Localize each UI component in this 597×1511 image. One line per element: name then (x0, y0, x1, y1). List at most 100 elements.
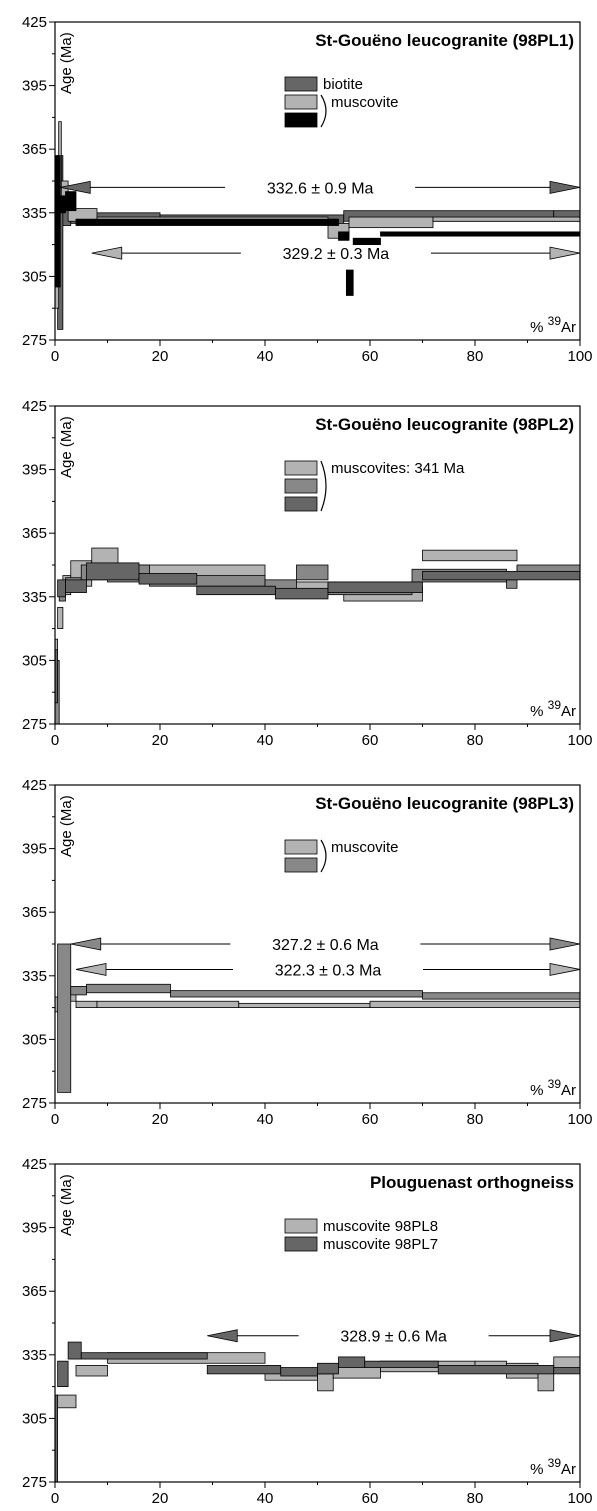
y-tick-label: 305 (22, 268, 47, 285)
age-spectrum-panel: 275 305 335 365 395 425 0 20 40 60 80 100 Age (Ma) % … (22, 777, 593, 1128)
legend-swatch (284, 112, 318, 128)
legend-swatch (284, 857, 318, 873)
legend-bracket (320, 839, 327, 873)
x-tick-label: 100 (567, 1111, 592, 1128)
x-tick-label: 0 (51, 1111, 59, 1128)
step-box (70, 986, 87, 996)
age-spectrum-panel: 275 305 335 365 395 425 0 20 40 60 80 100 Age (Ma) % … (22, 398, 593, 749)
step-box (364, 1360, 439, 1368)
step-box (55, 649, 59, 704)
legend-swatch (284, 460, 318, 476)
step-box (206, 1365, 282, 1375)
legend-swatch (284, 478, 318, 494)
plateau-arrow-left (70, 937, 102, 951)
step-box (57, 607, 64, 630)
panel-title: St-Gouëno leucogranite (98PL3) (315, 794, 574, 813)
step-box (296, 564, 329, 581)
step-box (422, 992, 580, 1000)
x-tick-label: 100 (567, 348, 592, 365)
y-tick-label: 275 (22, 332, 47, 349)
step-box (280, 1367, 318, 1377)
x-axis-label-suffix: Ar (561, 703, 576, 720)
step-box (75, 1365, 108, 1377)
x-axis-label-suffix: Ar (561, 1461, 576, 1478)
x-tick-label: 0 (51, 732, 59, 749)
step-box (317, 1373, 334, 1392)
y-tick-label: 425 (22, 1156, 47, 1173)
series-group (55, 547, 580, 724)
panel-title: Plouguenast orthogneiss (370, 1173, 574, 1192)
y-tick-label: 305 (22, 652, 47, 669)
x-tick-label: 40 (257, 732, 274, 749)
x-tick-label: 20 (152, 348, 169, 365)
plateau-arrow-left (207, 1329, 238, 1343)
step-box (65, 579, 87, 593)
plateau-arrow-right (549, 937, 581, 951)
legend-swatch (284, 94, 318, 110)
series-group (55, 1341, 580, 1482)
step-box (506, 579, 518, 589)
plot-frame (54, 1163, 581, 1483)
step-box (369, 1000, 580, 1008)
step-box (437, 1365, 555, 1375)
step-box (91, 547, 119, 566)
step-box (80, 1352, 208, 1360)
y-tick-label: 395 (22, 78, 47, 95)
panel-title: St-Gouëno leucogranite (98PL1) (315, 31, 574, 50)
panel-title: St-Gouëno leucogranite (98PL2) (315, 415, 574, 434)
plateau-label: 327.2 ± 0.6 Ma (272, 937, 379, 954)
plateau-arrow-left (91, 246, 123, 260)
legend-label: muscovite (331, 94, 399, 111)
step-box (170, 990, 423, 998)
x-axis-label-sup: 39 (548, 1077, 562, 1091)
step-box (75, 218, 339, 226)
y-tick-label: 335 (22, 205, 47, 222)
step-box (317, 1362, 339, 1375)
plateau-label: 322.3 ± 0.3 Ma (275, 962, 382, 979)
x-tick-label: 80 (467, 1490, 484, 1507)
y-tick-label: 275 (22, 1474, 47, 1491)
x-axis-label-prefix: % (530, 319, 548, 336)
step-box (57, 1360, 69, 1388)
x-axis-label-suffix: Ar (561, 1082, 576, 1099)
step-box (59, 195, 66, 214)
x-axis-label-suffix: Ar (561, 319, 576, 336)
legend-swatch (284, 1218, 318, 1234)
x-tick-label: 60 (362, 1490, 379, 1507)
step-box (65, 191, 77, 212)
legend-bracket (320, 460, 327, 512)
step-box (338, 231, 350, 241)
x-tick-label: 100 (567, 1490, 592, 1507)
step-box (86, 983, 171, 994)
x-tick-label: 60 (362, 732, 379, 749)
step-box (138, 573, 198, 585)
step-box (96, 1000, 240, 1008)
x-tick-label: 0 (51, 348, 59, 365)
legend-swatch (284, 496, 318, 512)
step-box (196, 585, 276, 596)
step-box (57, 943, 72, 1093)
y-axis-label: Age (Ma) (58, 416, 75, 478)
y-axis-label: Age (Ma) (58, 795, 75, 857)
plateau-label: 329.2 ± 0.3 Ma (283, 246, 390, 263)
step-box (86, 562, 140, 581)
x-axis-label-sup: 39 (548, 314, 562, 328)
step-box (553, 1367, 580, 1375)
y-axis-label: Age (Ma) (58, 32, 75, 94)
legend-label: biotite (323, 76, 363, 93)
y-tick-label: 365 (22, 525, 47, 542)
legend-label: muscovite 98PL8 (323, 1218, 438, 1235)
legend-label: muscovite (331, 839, 399, 856)
x-axis-label: % 39Ar (530, 314, 576, 336)
plateau-arrow-right (549, 962, 581, 976)
step-box (422, 570, 580, 581)
plateau-label: 332.6 ± 0.9 Ma (267, 180, 374, 197)
step-box (57, 579, 66, 598)
step-box (67, 1341, 82, 1360)
legend-label: muscovite 98PL7 (323, 1236, 438, 1253)
x-axis-label-sup: 39 (548, 1456, 562, 1470)
step-box (327, 581, 423, 593)
x-tick-label: 80 (467, 732, 484, 749)
step-box (55, 155, 61, 288)
y-tick-label: 335 (22, 1347, 47, 1364)
